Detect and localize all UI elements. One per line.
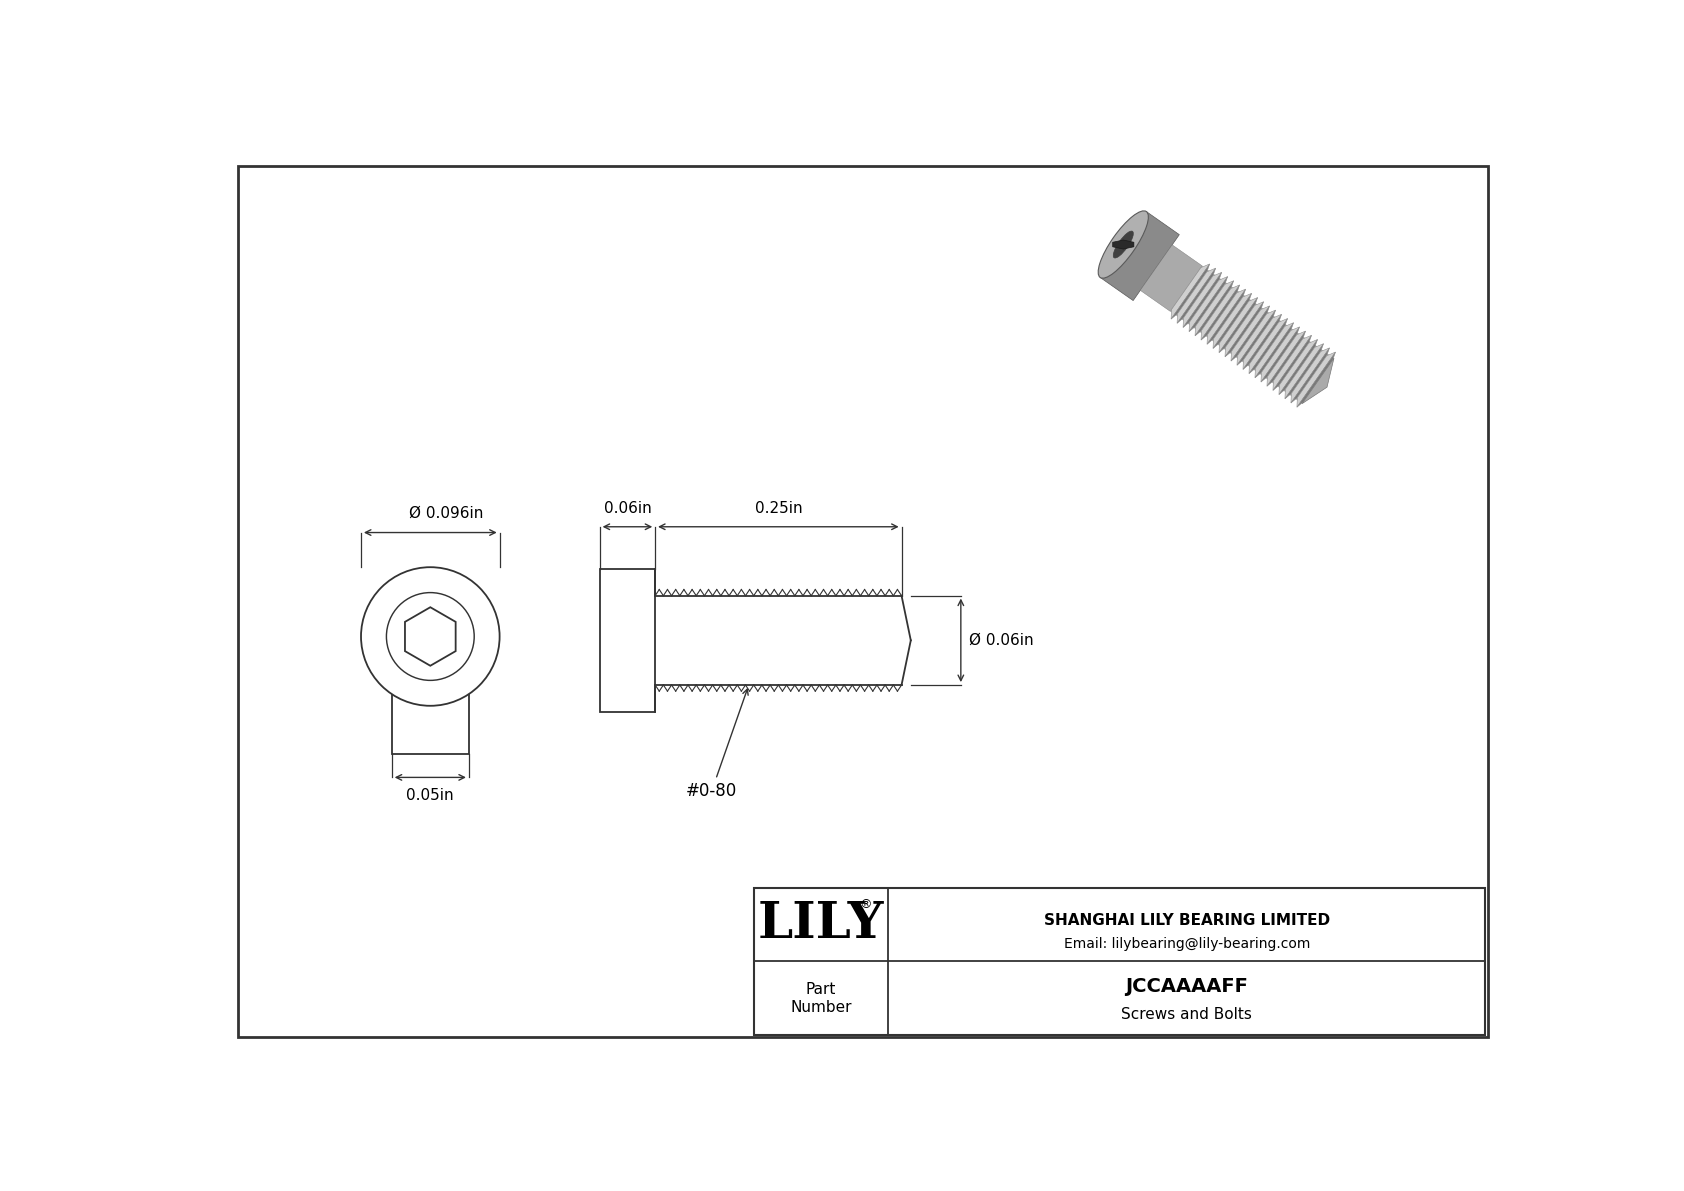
Polygon shape (1243, 314, 1282, 369)
Polygon shape (1224, 301, 1263, 357)
Polygon shape (1184, 273, 1221, 328)
Bar (600, 569, 655, 711)
Polygon shape (1285, 344, 1324, 399)
Polygon shape (1140, 245, 1202, 311)
Polygon shape (1177, 268, 1216, 323)
Polygon shape (1219, 298, 1258, 353)
Polygon shape (1255, 323, 1293, 378)
Polygon shape (1212, 293, 1251, 349)
Polygon shape (1278, 339, 1317, 394)
Polygon shape (1184, 273, 1221, 328)
Polygon shape (1231, 306, 1270, 361)
Polygon shape (404, 607, 456, 666)
Text: Ø 0.06in: Ø 0.06in (968, 632, 1034, 648)
Polygon shape (1170, 264, 1209, 319)
Polygon shape (1224, 301, 1263, 357)
Polygon shape (1266, 331, 1305, 386)
Polygon shape (1266, 331, 1305, 386)
Polygon shape (1196, 281, 1234, 336)
Text: Part
Number: Part Number (790, 983, 852, 1015)
Polygon shape (1238, 310, 1275, 366)
Polygon shape (1261, 326, 1300, 382)
Polygon shape (1273, 336, 1312, 391)
Polygon shape (1261, 326, 1300, 382)
Polygon shape (1207, 289, 1246, 344)
Text: ®: ® (859, 898, 872, 911)
Polygon shape (1302, 358, 1334, 404)
Polygon shape (1212, 293, 1251, 349)
Polygon shape (1297, 353, 1335, 407)
Polygon shape (1201, 285, 1239, 341)
Circle shape (360, 567, 500, 706)
Polygon shape (1292, 348, 1330, 403)
Ellipse shape (1098, 211, 1148, 279)
Text: 0.06in: 0.06in (603, 501, 652, 516)
Polygon shape (1196, 281, 1234, 336)
Polygon shape (1243, 314, 1282, 369)
Bar (754, 887, 1485, 1035)
Polygon shape (1189, 276, 1228, 331)
Polygon shape (1177, 268, 1216, 323)
Polygon shape (1238, 310, 1275, 366)
Polygon shape (1201, 285, 1239, 341)
Circle shape (386, 593, 475, 680)
Polygon shape (1170, 266, 1334, 404)
Polygon shape (1273, 336, 1312, 391)
Text: #0-80: #0-80 (685, 690, 748, 800)
Text: LILY: LILY (758, 900, 884, 949)
Text: Email: lilybearing@lily-bearing.com: Email: lilybearing@lily-bearing.com (1064, 936, 1310, 950)
Polygon shape (1207, 289, 1246, 344)
Text: JCCAAAAFF: JCCAAAAFF (1125, 977, 1248, 996)
Polygon shape (1292, 348, 1330, 403)
Polygon shape (1297, 353, 1335, 407)
Bar (392, 685, 468, 754)
Polygon shape (1255, 323, 1293, 378)
Text: 0.25in: 0.25in (754, 501, 802, 516)
Polygon shape (1113, 241, 1133, 249)
Polygon shape (1285, 344, 1324, 399)
Text: Ø 0.096in: Ø 0.096in (409, 505, 483, 520)
Polygon shape (1170, 264, 1209, 319)
Polygon shape (1278, 339, 1317, 394)
Polygon shape (1189, 276, 1228, 331)
Polygon shape (1250, 318, 1288, 374)
Text: Screws and Bolts: Screws and Bolts (1122, 1008, 1253, 1022)
Ellipse shape (1113, 231, 1133, 258)
Polygon shape (1100, 212, 1179, 300)
Text: SHANGHAI LILY BEARING LIMITED: SHANGHAI LILY BEARING LIMITED (1044, 912, 1330, 928)
Polygon shape (1250, 318, 1288, 374)
Polygon shape (1219, 298, 1258, 353)
Polygon shape (1231, 306, 1270, 361)
Text: 0.05in: 0.05in (406, 788, 455, 803)
